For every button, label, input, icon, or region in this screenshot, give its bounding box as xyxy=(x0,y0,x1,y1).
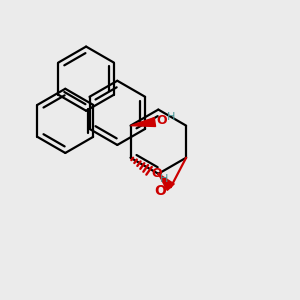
Text: H: H xyxy=(167,112,175,122)
Polygon shape xyxy=(130,118,155,127)
Text: O: O xyxy=(154,184,166,198)
Text: O: O xyxy=(152,167,162,180)
Polygon shape xyxy=(158,174,174,190)
Text: O: O xyxy=(156,114,167,128)
Text: H: H xyxy=(160,173,169,184)
